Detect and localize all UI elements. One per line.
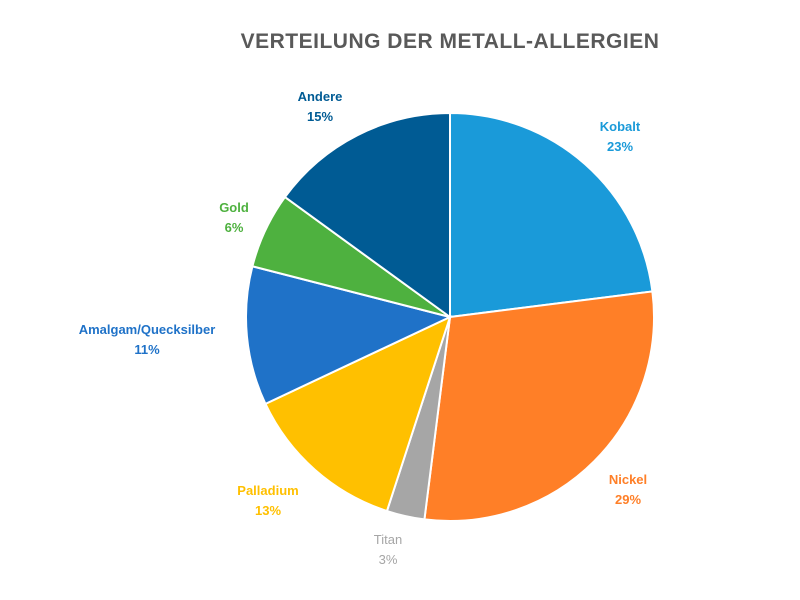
slice-value-andere: 15% [307, 109, 333, 124]
slice-label-kobalt: Kobalt [600, 119, 641, 134]
slice-label-titan: Titan [374, 532, 402, 547]
slice-value-titan: 3% [379, 552, 398, 567]
pie-slice-amalgam-quecksilber [245, 265, 453, 406]
slice-label-nickel: Nickel [609, 472, 647, 487]
chart-title: VERTEILUNG DER METALL-ALLERGIEN [240, 30, 660, 53]
slice-label-andere: Andere [298, 89, 343, 104]
slice-label-gold: Gold [219, 200, 249, 215]
slice-value-gold: 6% [225, 220, 244, 235]
pie-slice-kobalt [449, 111, 654, 319]
pie-slice-andere [283, 111, 451, 319]
slice-value-palladium: 13% [255, 503, 281, 518]
slice-value-amalgam-quecksilber: 11% [134, 342, 160, 357]
slice-label-amalgam-quecksilber: Amalgam/Quecksilber [79, 322, 216, 337]
pie-slice-nickel [423, 290, 655, 522]
slice-value-kobalt: 23% [607, 139, 633, 154]
slice-value-nickel: 29% [615, 492, 641, 507]
slice-label-palladium: Palladium [237, 483, 298, 498]
pie-slice-palladium [264, 315, 452, 513]
